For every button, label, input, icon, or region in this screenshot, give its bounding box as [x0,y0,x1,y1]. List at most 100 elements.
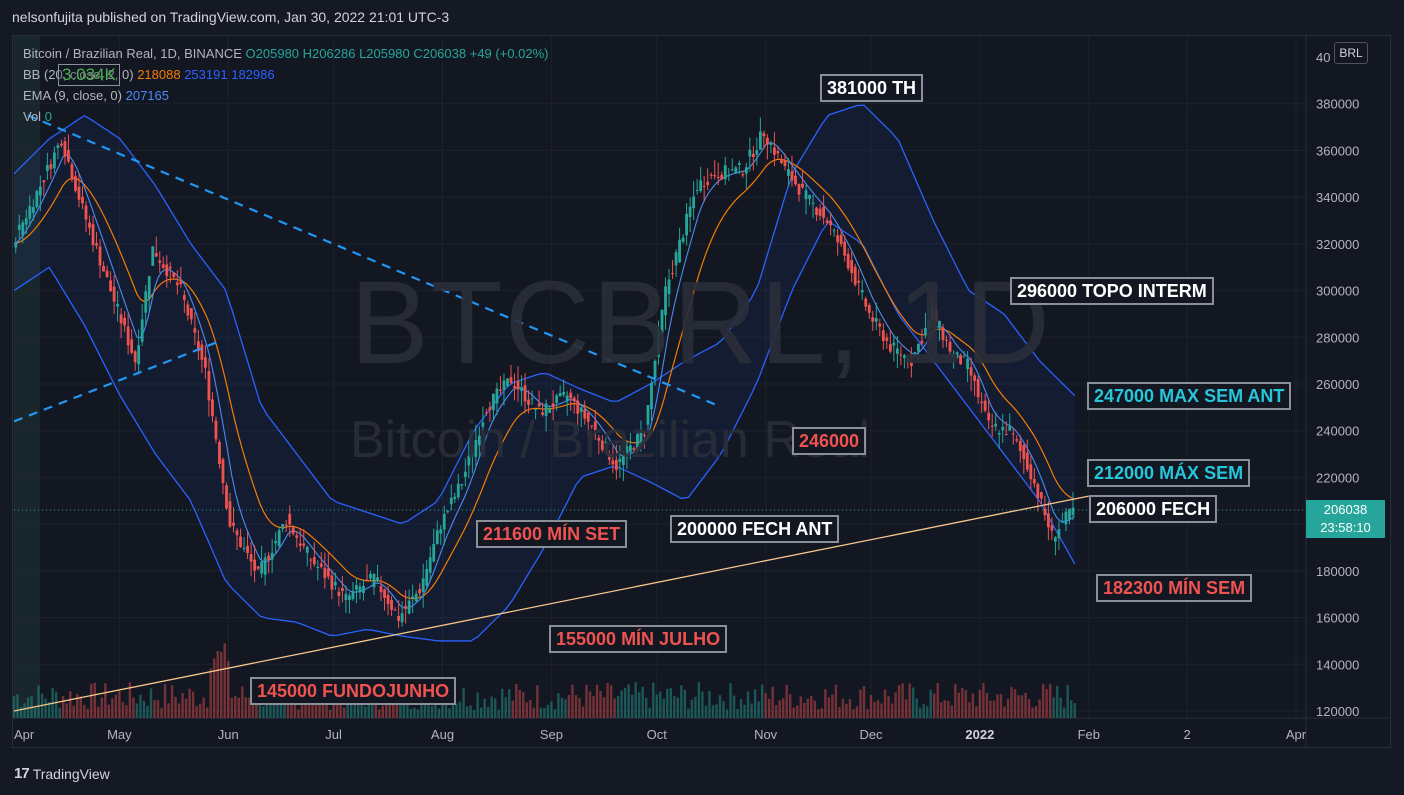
candle-body [256,566,260,569]
candle-body [485,412,488,414]
candle-body [1032,479,1036,484]
candle-body [737,163,741,165]
volume-bar [645,697,648,718]
volume-bar [381,705,384,718]
candle-body [1004,434,1008,436]
candle-body [1071,507,1075,516]
legend-bb-row[interactable]: BB (20, close, 2, 0) 218088 253191 18298… [23,67,275,82]
volume-bar [999,694,1003,718]
volume-bar [462,687,465,718]
candle-body [941,327,945,340]
volume-bar [933,693,936,718]
volume-bar [472,709,476,718]
volume-bar [241,686,244,718]
volume-bar [79,696,82,718]
volume-bar [813,700,817,718]
volume-bar [451,700,455,718]
volume-bar [37,685,40,718]
x-tick-label: Oct [647,727,668,742]
volume-bar [648,707,651,718]
footer-brand[interactable]: 17 TradingView [14,765,110,782]
candle-body [348,595,351,601]
candle-body [102,265,105,272]
legend-vol-val: 0 [44,109,52,124]
candle-body [60,143,63,146]
volume-bar [493,698,497,718]
legend-ema-row[interactable]: EMA (9, close, 0) 207165 [23,88,169,103]
volume-bar [360,696,363,718]
candle-body [239,536,242,547]
volume-bar [616,696,620,718]
legend-vol-row[interactable]: Vol 0 [23,109,52,124]
candle-body [888,344,892,352]
candle-body [934,309,938,323]
candle-body [931,309,934,320]
candle-body [506,378,509,387]
candle-body [365,579,369,581]
volume-bar [581,706,585,718]
candle-body [196,341,200,352]
candle-body [270,552,274,560]
candle-body [383,589,386,598]
volume-bar [58,707,61,718]
volume-bar [342,707,346,718]
volume-bar [262,706,265,718]
volume-bar [680,685,683,718]
volume-bar [195,706,198,718]
candle-body [140,319,144,342]
volume-bar [251,702,255,718]
candle-body [730,169,734,171]
volume-bar [968,702,971,718]
candle-body [804,190,808,200]
y-tick-label: 300000 [1316,284,1359,299]
volume-bar [300,700,304,718]
candle-body [917,343,920,352]
x-tick-label: Apr [14,727,35,742]
volume-bar [985,692,989,718]
volume-bar [630,694,634,718]
volume-bar [23,703,26,718]
candle-body [558,393,562,397]
volume-bar [501,688,504,718]
currency-badge[interactable]: BRL [1334,42,1368,64]
candle-body [1029,464,1033,480]
candle-body [326,568,330,577]
volume-bar [142,700,146,718]
legend-ema-val: 207165 [125,88,169,103]
legend-symbol-row: Bitcoin / Brazilian Real, 1D, BINANCE O2… [23,46,549,61]
volume-bar [880,703,883,718]
annotation-246000: 246000 [792,427,867,455]
volume-bar [732,695,736,718]
candle-body [632,448,636,450]
volume-bar [1010,686,1013,718]
volume-bar [297,709,300,718]
volume-bar [72,705,75,718]
volume-bar [918,707,922,718]
candle-body [583,409,587,419]
volume-bar [149,688,153,718]
candle-body [509,377,513,383]
annotation-min-set: 211600 MÍN SET [476,520,628,548]
volume-bar [869,694,873,718]
volume-bar [406,705,409,718]
candle-body [983,400,987,411]
volume-bar [132,697,135,718]
candle-body [390,599,393,610]
candle-body [755,150,759,155]
candle-body [137,345,141,365]
volume-bar [76,694,79,718]
annotation-min-julho: 155000 MÍN JULHO [549,625,728,653]
candle-body [88,222,91,228]
volume-bar [374,702,377,718]
candle-body [702,185,706,187]
candle-body [31,207,35,214]
candle-body [881,330,885,342]
candle-body [727,175,731,177]
volume-bar [659,691,662,718]
candle-body [133,351,137,363]
candle-body [182,295,186,300]
volume-bar [852,709,855,718]
volume-bar [65,703,68,718]
volume-bar [588,691,592,718]
